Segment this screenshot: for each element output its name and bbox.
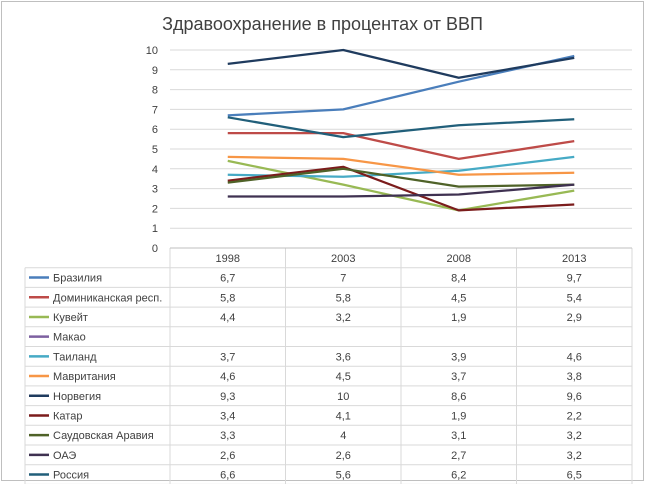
- y-tick-label: 5: [152, 144, 158, 156]
- data-label: 6,7: [220, 273, 235, 285]
- series-name: Бразилия: [53, 273, 102, 285]
- series-line: [227, 132, 575, 161]
- y-tick-label: 1: [152, 223, 158, 235]
- data-label: 3,7: [220, 351, 235, 363]
- series-line: [227, 116, 575, 139]
- series-name: Россия: [53, 470, 89, 482]
- series-name: Таиланд: [53, 351, 97, 363]
- data-label: 9,3: [220, 391, 235, 403]
- data-label: 6,6: [220, 470, 235, 482]
- data-label: 5,4: [567, 292, 582, 304]
- data-label: 1,9: [451, 410, 466, 422]
- series-name: Мавритания: [53, 371, 116, 383]
- x-tick-label: 2013: [562, 253, 586, 265]
- x-tick-label: 2003: [331, 253, 355, 265]
- data-label: 2,7: [451, 450, 466, 462]
- series-line: [227, 48, 575, 79]
- data-label: 4,6: [567, 351, 582, 363]
- data-label: 6,5: [567, 470, 582, 482]
- series-line: [227, 183, 575, 198]
- y-tick-label: 0: [152, 243, 158, 255]
- y-tick-label: 6: [152, 124, 158, 136]
- series-name: Катар: [53, 410, 82, 422]
- data-label: 2,2: [567, 410, 582, 422]
- y-tick-label: 4: [152, 164, 158, 176]
- series-name: Кувейт: [53, 312, 88, 324]
- chart-title: Здравоохранение в процентах от ВВП: [162, 14, 483, 34]
- data-label: 2,9: [567, 312, 582, 324]
- data-label: 4: [340, 430, 346, 442]
- y-tick-label: 9: [152, 65, 158, 77]
- data-label: 2,6: [220, 450, 235, 462]
- data-label: 5,6: [336, 470, 351, 482]
- data-label: 2,6: [336, 450, 351, 462]
- data-label: 3,7: [451, 371, 466, 383]
- series-line: [227, 167, 575, 188]
- data-label: 9,7: [567, 273, 582, 285]
- data-label: 1,9: [451, 312, 466, 324]
- data-label: 7: [340, 273, 346, 285]
- data-label: 3,1: [451, 430, 466, 442]
- series-line: [227, 165, 575, 212]
- x-tick-label: 2008: [447, 253, 471, 265]
- y-tick-label: 3: [152, 184, 158, 196]
- y-tick-label: 2: [152, 203, 158, 215]
- y-tick-label: 7: [152, 104, 158, 116]
- data-label: 3,8: [567, 371, 582, 383]
- data-label: 4,6: [220, 371, 235, 383]
- series-line: [227, 155, 575, 176]
- data-label: 10: [337, 391, 349, 403]
- data-label: 3,2: [567, 430, 582, 442]
- series-name: Макао: [53, 332, 86, 344]
- x-tick-label: 1998: [216, 253, 240, 265]
- data-label: 3,2: [567, 450, 582, 462]
- data-label: 9,6: [567, 391, 582, 403]
- data-label: 3,2: [336, 312, 351, 324]
- data-label: 3,6: [336, 351, 351, 363]
- series-name: ОАЭ: [53, 450, 76, 462]
- data-label: 4,5: [451, 292, 466, 304]
- series-name: Саудовская Аравия: [53, 430, 154, 442]
- data-label: 5,8: [336, 292, 351, 304]
- data-label: 3,3: [220, 430, 235, 442]
- data-label: 3,9: [451, 351, 466, 363]
- data-label: 4,1: [336, 410, 351, 422]
- y-tick-label: 8: [152, 85, 158, 97]
- data-label: 4,5: [336, 371, 351, 383]
- y-tick-label: 10: [146, 45, 158, 57]
- data-label: 3,4: [220, 410, 235, 422]
- data-label: 6,2: [451, 470, 466, 482]
- data-label: 4,4: [220, 312, 235, 324]
- series-name: Норвегия: [53, 391, 101, 403]
- data-label: 5,8: [220, 292, 235, 304]
- data-label: 8,4: [451, 273, 466, 285]
- series-name: Доминиканская респ.: [53, 292, 162, 304]
- data-label: 8,6: [451, 391, 466, 403]
